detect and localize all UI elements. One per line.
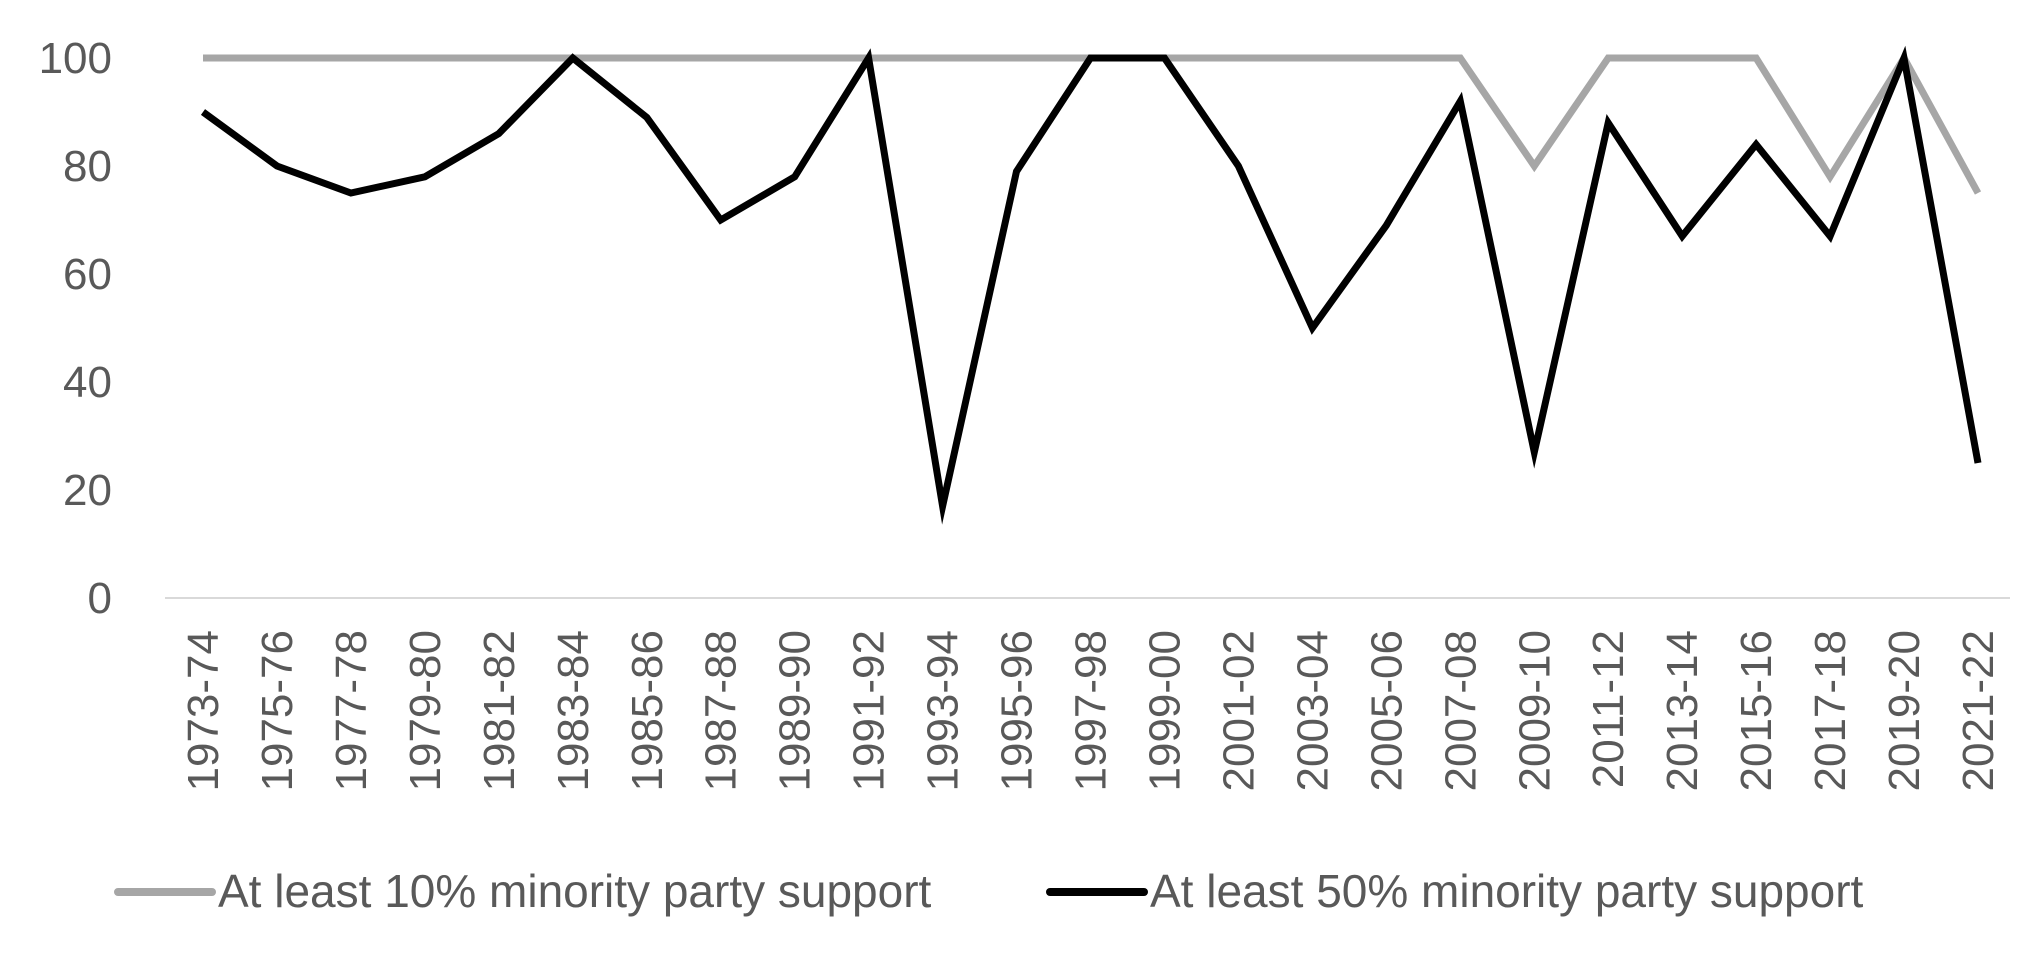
x-tick-label: 2007-08 <box>1436 630 1485 791</box>
x-tick-label: 1987-88 <box>697 630 746 791</box>
y-tick-label: 100 <box>39 34 112 83</box>
series-line-1 <box>203 51 1982 195</box>
x-tick-label: 1975-76 <box>253 630 302 791</box>
y-tick-label: 80 <box>63 142 112 191</box>
y-axis-ticks: 0 20 40 60 80 100 <box>39 34 112 623</box>
y-tick-label: 60 <box>63 250 112 299</box>
y-tick-label: 0 <box>88 574 112 623</box>
x-tick-label: 2015-16 <box>1732 630 1781 791</box>
x-tick-label: 1983-84 <box>549 630 598 791</box>
x-tick-label: 2013-14 <box>1658 630 1707 791</box>
x-tick-label: 1999-00 <box>1140 630 1189 791</box>
y-tick-label: 40 <box>63 358 112 407</box>
x-tick-label: 1989-90 <box>771 630 820 791</box>
x-tick-label: 1977-78 <box>327 630 376 791</box>
x-tick-label: 2019-20 <box>1880 630 1929 791</box>
legend: At least 10% minority party support At le… <box>114 865 1864 917</box>
x-tick-label: 1985-86 <box>623 630 672 791</box>
x-tick-label: 1997-98 <box>1067 630 1116 791</box>
x-tick-label: 2001-02 <box>1214 630 1263 791</box>
x-tick-label: 2009-10 <box>1510 630 1559 791</box>
series-line-2 <box>200 45 1982 525</box>
legend-label-1: At least 10% minority party support <box>218 865 932 917</box>
x-axis-ticks: 1973-74 1975-76 1977-78 1979-80 1981-82 1983-… <box>179 630 2003 791</box>
x-tick-label: 2005-06 <box>1362 630 1411 791</box>
x-tick-label: 2017-18 <box>1806 630 1855 791</box>
series-lines <box>200 45 1982 525</box>
x-tick-label: 1981-82 <box>475 630 524 791</box>
x-tick-label: 1973-74 <box>179 630 228 791</box>
y-tick-label: 20 <box>63 466 112 515</box>
legend-label-2: At least 50% minority party support <box>1150 865 1864 917</box>
x-tick-label: 2003-04 <box>1288 630 1337 791</box>
x-tick-label: 2011-12 <box>1584 630 1633 788</box>
x-tick-label: 1991-92 <box>845 630 894 791</box>
x-tick-label: 2021-22 <box>1954 630 2003 791</box>
x-tick-label: 1979-80 <box>401 630 450 791</box>
x-tick-label: 1993-94 <box>919 630 968 791</box>
x-tick-label: 1995-96 <box>993 630 1042 791</box>
